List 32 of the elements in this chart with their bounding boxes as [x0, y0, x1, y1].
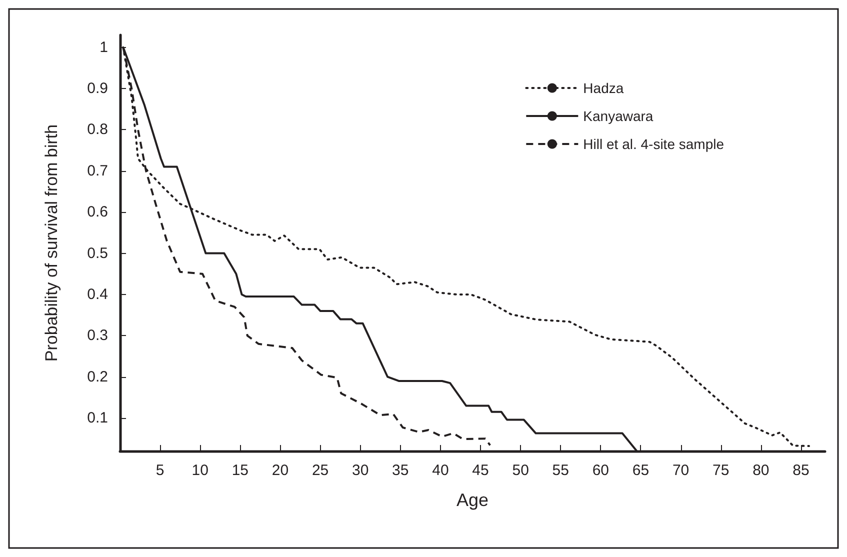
- x-tick-label: 45: [472, 462, 489, 479]
- x-tick-label: 60: [592, 462, 610, 479]
- x-tick-label: 85: [792, 462, 810, 479]
- legend-label: Kanyawara: [583, 108, 654, 124]
- x-axis-title: Age: [456, 490, 489, 510]
- x-tick-label: 65: [632, 462, 650, 479]
- x-tick-label: 70: [672, 462, 690, 479]
- y-tick-label: 0.2: [87, 368, 108, 386]
- x-tick-label: 75: [712, 462, 730, 479]
- x-tick-label: 50: [512, 462, 529, 479]
- y-tick-label: 0.1: [87, 410, 108, 427]
- y-tick-label: 0.4: [87, 286, 108, 303]
- x-tick-label: 35: [392, 462, 409, 479]
- y-tick-label: 0.5: [87, 244, 108, 262]
- x-tick-label: 10: [192, 462, 208, 479]
- y-tick-label: 0.3: [87, 327, 108, 344]
- y-tick-label: 0.7: [87, 162, 108, 180]
- y-tick-label: 0.8: [87, 121, 108, 138]
- y-tick-label: 0.9: [87, 80, 108, 98]
- x-tick-label: 80: [752, 462, 770, 479]
- x-tick-label: 55: [552, 462, 569, 479]
- x-tick-label: 5: [156, 462, 164, 479]
- y-axis-title: Probability of survival from birth: [42, 124, 61, 362]
- x-tick-label: 25: [312, 462, 329, 479]
- legend-label: Hadza: [583, 80, 624, 96]
- x-tick-label: 40: [432, 462, 449, 479]
- y-tick-label: 0.6: [87, 204, 108, 221]
- x-tick-label: 30: [352, 462, 369, 479]
- legend-label: Hill et al. 4-site sample: [583, 136, 724, 152]
- y-tick-label: 1: [100, 38, 108, 56]
- x-tick-label: 20: [272, 462, 289, 479]
- x-tick-label: 15: [232, 462, 249, 479]
